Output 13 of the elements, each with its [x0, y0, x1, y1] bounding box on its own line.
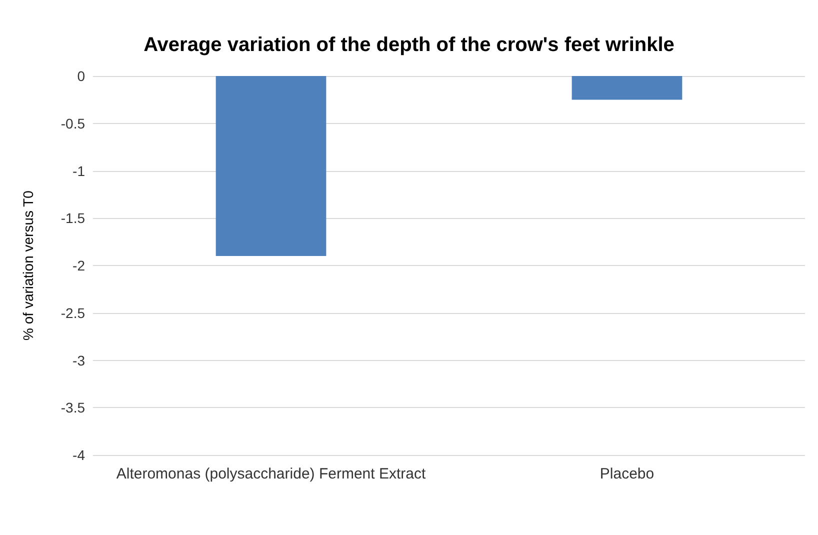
- y-tick-label: -2.5: [60, 304, 86, 321]
- x-tick-label: Alteromonas (polysaccharide) Ferment Extract: [116, 466, 426, 482]
- y-tick-label: -3: [72, 352, 86, 368]
- y-tick-label: -4: [72, 447, 86, 463]
- y-tick-label: -2: [72, 258, 86, 274]
- y-tick-label: -3.5: [60, 400, 86, 416]
- x-tick-label: Placebo: [600, 466, 654, 482]
- y-tick-label: -0.5: [60, 115, 86, 132]
- y-axis-title: % of variation versus T0: [20, 190, 36, 340]
- chart-title: Average variation of the depth of the crow's feet wrinkle: [144, 34, 674, 56]
- y-tick-label: -1: [72, 162, 86, 179]
- y-tick-label: 0: [77, 68, 86, 84]
- y-tick-label: -1.5: [60, 210, 86, 226]
